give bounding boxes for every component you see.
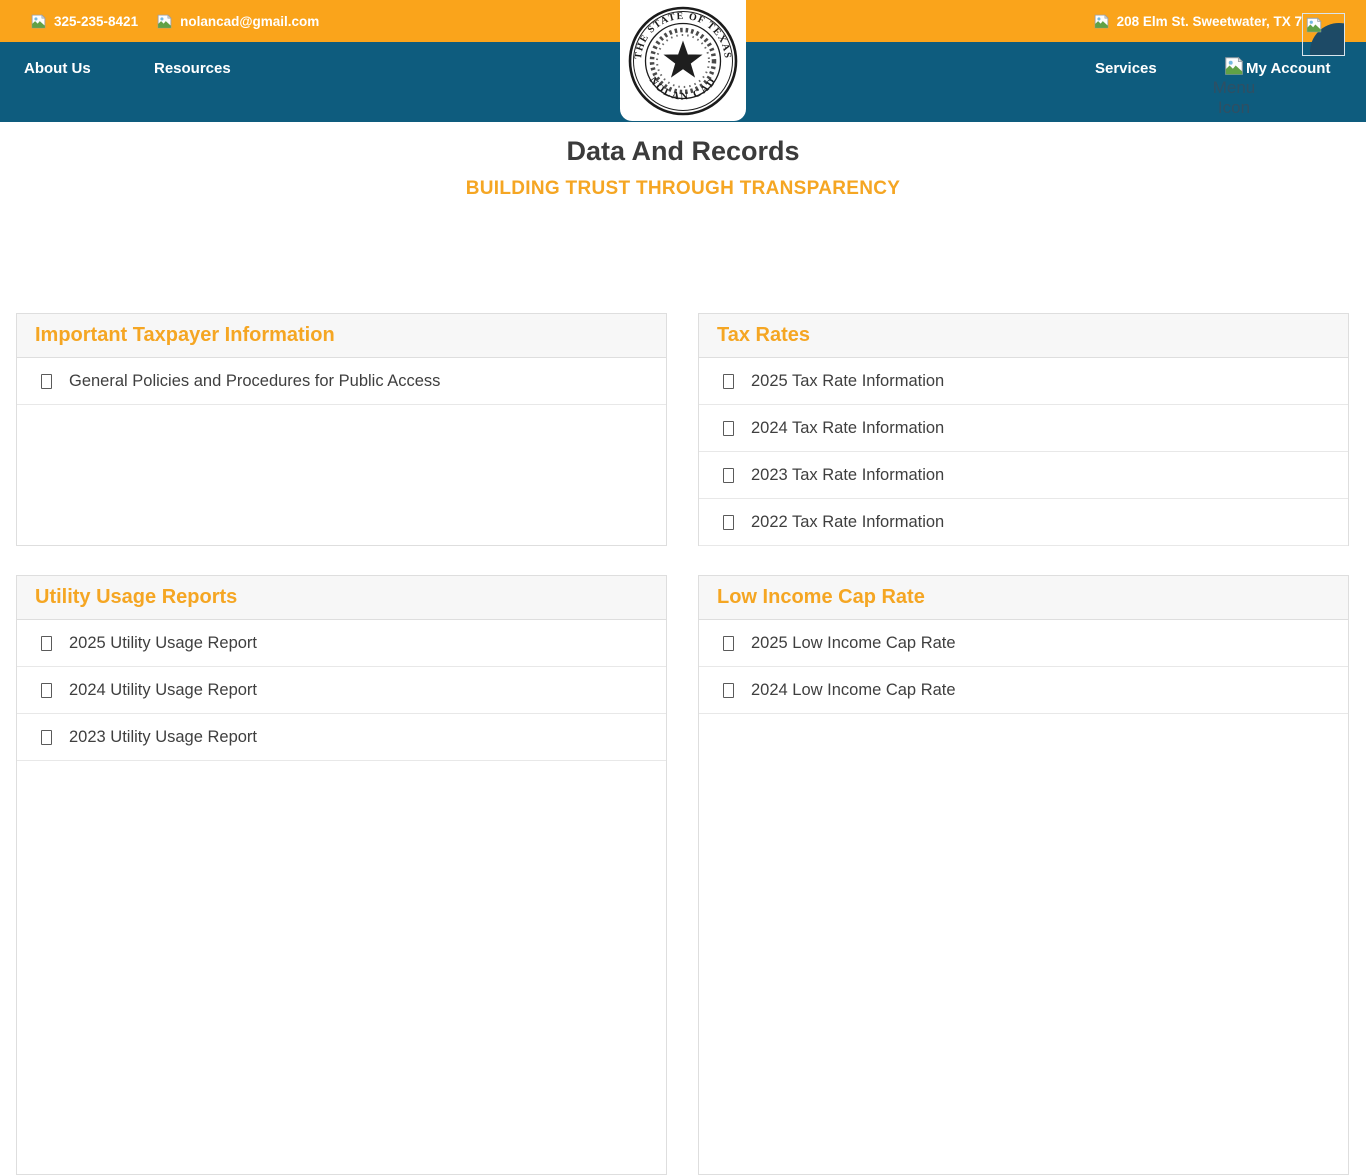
phone-broken-image-icon xyxy=(31,13,46,28)
missing-glyph-icon xyxy=(41,682,52,698)
list-item[interactable]: 2025 Utility Usage Report xyxy=(17,620,666,667)
page-title: Data And Records xyxy=(566,136,800,166)
street-address: 208 Elm St. Sweetwater, TX 7 xyxy=(1116,13,1302,29)
phone-link[interactable]: 325-235-8421 xyxy=(30,13,138,30)
missing-glyph-icon xyxy=(723,467,734,483)
list-item[interactable]: 2024 Low Income Cap Rate xyxy=(699,667,1348,714)
nav-item-my-account[interactable]: My Account xyxy=(1246,60,1331,77)
email-link[interactable]: nolancad@gmail.com xyxy=(156,13,319,30)
missing-glyph-icon xyxy=(41,373,52,389)
list-item-label: 2023 Tax Rate Information xyxy=(751,465,945,484)
contact-group-right: 208 Elm St. Sweetwater, TX 7 xyxy=(1093,0,1302,42)
menu-broken-image-icon xyxy=(1225,56,1244,75)
list-item[interactable]: 2022 Tax Rate Information xyxy=(699,499,1348,546)
list-item-label: 2024 Tax Rate Information xyxy=(751,418,945,437)
list-item[interactable]: 2024 Utility Usage Report xyxy=(17,667,666,714)
list-item-label: 2022 Tax Rate Information xyxy=(751,512,945,531)
list-item[interactable]: 2025 Tax Rate Information xyxy=(699,358,1348,405)
nav-item-resources[interactable]: Resources xyxy=(154,60,231,77)
missing-glyph-icon xyxy=(723,682,734,698)
nav-item-about-us[interactable]: About Us xyxy=(24,60,91,77)
chat-broken-image-icon xyxy=(1306,17,1322,33)
list-item-label: 2024 Low Income Cap Rate xyxy=(751,680,956,699)
address-broken-image-icon xyxy=(1094,13,1109,28)
nav-item-services[interactable]: Services xyxy=(1095,60,1157,77)
list-item[interactable]: 2023 Tax Rate Information xyxy=(699,452,1348,499)
list-item[interactable]: General Policies and Procedures for Publ… xyxy=(17,358,666,405)
panel-title: Utility Usage Reports xyxy=(35,586,238,608)
list-item-label: 2025 Low Income Cap Rate xyxy=(751,633,956,652)
address-link[interactable]: 208 Elm St. Sweetwater, TX 7 xyxy=(1093,13,1302,30)
panel-title: Low Income Cap Rate xyxy=(717,586,925,608)
email-address: nolancad@gmail.com xyxy=(180,13,320,29)
panel-header: Important Taxpayer Information xyxy=(17,314,666,358)
list-item[interactable]: 2024 Tax Rate Information xyxy=(699,405,1348,452)
texas-seal-icon: THE STATE OF TEXAS NOLAN CAD xyxy=(628,6,738,116)
list-item-label: General Policies and Procedures for Publ… xyxy=(69,371,441,390)
panel-low-income-cap-rate: Low Income Cap Rate 2025 Low Income Cap … xyxy=(698,575,1349,1175)
chat-widget-button[interactable] xyxy=(1302,13,1345,56)
menu-icon[interactable]: Menu Icon xyxy=(1205,55,1263,118)
page-subtitle: BUILDING TRUST THROUGH TRANSPARENCY xyxy=(465,178,901,199)
missing-glyph-icon xyxy=(723,373,734,389)
list-item-label: 2024 Utility Usage Report xyxy=(69,680,258,699)
panel-tax-rates: Tax Rates 2025 Tax Rate Information 2024… xyxy=(698,313,1349,546)
missing-glyph-icon xyxy=(41,729,52,745)
missing-glyph-icon xyxy=(41,635,52,651)
missing-glyph-icon xyxy=(723,420,734,436)
missing-glyph-icon xyxy=(723,514,734,530)
email-broken-image-icon xyxy=(157,13,172,28)
contact-group-left: 325-235-8421 nolancad@gmail.com xyxy=(30,0,319,42)
panel-title: Important Taxpayer Information xyxy=(35,324,335,346)
list-item-label: 2025 Tax Rate Information xyxy=(751,371,945,390)
panel-header: Utility Usage Reports xyxy=(17,576,666,620)
menu-icon-alt-text: Menu Icon xyxy=(1212,78,1256,117)
panel-important-taxpayer-information: Important Taxpayer Information General P… xyxy=(16,313,667,546)
panel-header: Tax Rates xyxy=(699,314,1348,358)
panel-header: Low Income Cap Rate xyxy=(699,576,1348,620)
list-item-label: 2023 Utility Usage Report xyxy=(69,727,258,746)
phone-number: 325-235-8421 xyxy=(54,13,139,29)
nolan-cad-seal-logo[interactable]: THE STATE OF TEXAS NOLAN CAD xyxy=(620,0,746,121)
list-item[interactable]: 2023 Utility Usage Report xyxy=(17,714,666,761)
list-item-label: 2025 Utility Usage Report xyxy=(69,633,258,652)
panel-title: Tax Rates xyxy=(717,324,811,346)
list-item[interactable]: 2025 Low Income Cap Rate xyxy=(699,620,1348,667)
panel-utility-usage-reports: Utility Usage Reports 2025 Utility Usage… xyxy=(16,575,667,1175)
missing-glyph-icon xyxy=(723,635,734,651)
